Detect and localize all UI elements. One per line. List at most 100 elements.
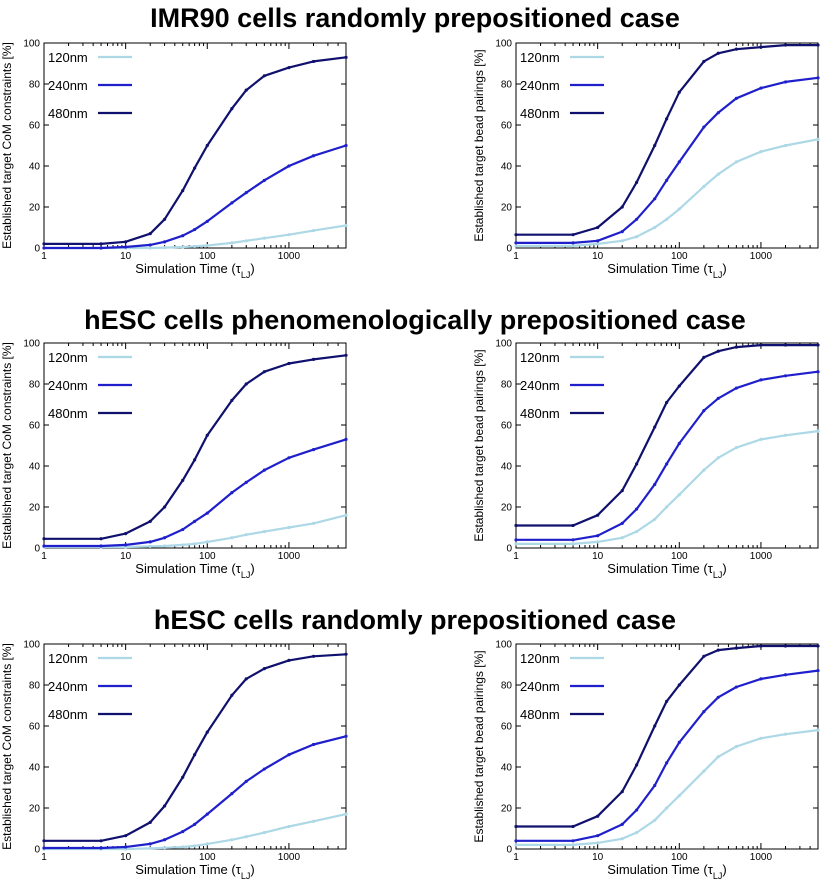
data-point-120nm [571, 542, 575, 546]
data-point-240nm [193, 822, 197, 827]
data-point-480nm [596, 225, 600, 230]
data-point-240nm [716, 695, 720, 699]
data-point-120nm [759, 437, 763, 441]
data-point-120nm [193, 542, 197, 546]
data-point-240nm [514, 538, 518, 542]
data-point-480nm [230, 693, 234, 697]
x-tick-label: 1 [513, 852, 519, 863]
data-point-240nm [42, 544, 46, 548]
data-point-240nm [205, 511, 209, 515]
data-point-240nm [193, 227, 197, 232]
data-point-480nm [702, 654, 706, 658]
section-title-3: hESC cells randomly prepositioned case [153, 605, 677, 635]
x-tick-label: 1 [513, 251, 519, 262]
data-point-480nm [262, 370, 266, 374]
legend-label-120nm: 120nm [48, 651, 88, 666]
data-point-120nm [734, 445, 738, 450]
data-point-480nm [514, 523, 518, 528]
data-point-120nm [244, 239, 248, 243]
data-point-120nm [716, 755, 720, 759]
legend-label-480nm: 480nm [520, 707, 560, 722]
y-tick-label: 20 [501, 804, 513, 815]
section-title-1: IMR90 cells randomly prepositioned case [150, 3, 680, 33]
y-tick-label: 80 [29, 380, 41, 391]
plot-frame [43, 643, 347, 850]
data-point-480nm [653, 724, 657, 728]
y-tick-label: 20 [29, 203, 41, 214]
data-point-480nm [244, 677, 248, 681]
series-line-240nm [514, 370, 820, 541]
y-tick-label: 100 [23, 39, 40, 50]
data-point-480nm [230, 398, 234, 402]
y-tick-label: 60 [501, 421, 513, 432]
data-point-240nm [193, 519, 197, 523]
data-point-480nm [665, 400, 669, 405]
x-tick-label: 1 [41, 551, 47, 562]
legend-label-480nm: 480nm [520, 106, 560, 121]
data-point-240nm [311, 448, 316, 452]
data-point-480nm [181, 775, 185, 779]
data-point-480nm [311, 654, 316, 658]
y-tick-label: 20 [29, 503, 41, 514]
y-tick-label: 80 [29, 681, 41, 692]
data-point-480nm [783, 343, 788, 347]
y-axis-title: Established target CoM constraints [%] [0, 42, 14, 249]
data-point-480nm [634, 763, 639, 767]
data-point-480nm [99, 242, 103, 246]
data-point-240nm [230, 792, 234, 796]
y-tick-label: 60 [501, 722, 513, 733]
series-line-120nm [514, 728, 820, 847]
data-point-480nm [42, 537, 46, 541]
data-point-480nm [816, 343, 820, 347]
x-tick-label: 10 [592, 852, 604, 863]
data-point-240nm [571, 538, 575, 542]
data-point-120nm [620, 536, 624, 540]
y-tick-label: 40 [29, 162, 41, 173]
data-point-240nm [653, 783, 657, 788]
plot-frame [515, 342, 819, 549]
x-tick-label: 1 [513, 551, 519, 562]
data-point-480nm [716, 349, 720, 353]
x-tick-label: 10 [120, 852, 132, 863]
data-point-480nm [634, 180, 639, 184]
data-point-240nm [677, 160, 681, 164]
data-point-120nm [816, 429, 820, 433]
data-point-240nm [702, 409, 706, 413]
data-point-120nm [262, 530, 266, 534]
data-point-240nm [99, 846, 103, 850]
legend-label-480nm: 480nm [520, 406, 560, 421]
data-point-480nm [193, 753, 197, 757]
data-point-480nm [124, 834, 128, 838]
data-point-480nm [816, 644, 820, 648]
legend-label-120nm: 120nm [48, 50, 88, 65]
data-point-120nm [181, 245, 185, 249]
legend-label-240nm: 240nm [520, 679, 560, 694]
x-axis-title: Simulation Time (τLJ) [135, 561, 254, 580]
data-point-120nm [759, 150, 763, 154]
legend-label-240nm: 240nm [48, 378, 88, 393]
y-tick-label: 20 [501, 503, 513, 514]
data-point-120nm [734, 744, 738, 749]
data-point-240nm [162, 536, 167, 540]
data-point-240nm [620, 230, 624, 234]
data-point-120nm [205, 540, 209, 544]
data-point-240nm [665, 178, 669, 182]
section-title-2: hESC cells phenomenologically prepositio… [84, 305, 746, 335]
legend-label-480nm: 480nm [48, 106, 88, 121]
plot-frame [43, 42, 347, 249]
data-point-480nm [124, 532, 128, 536]
chart-3: 0 20 40 60 80 100 1 10 100 1000 Simulation Time (τ… [0, 339, 348, 580]
y-tick-label: 40 [29, 462, 41, 473]
data-point-240nm [262, 178, 266, 182]
y-axis-title: Established target CoM constraints [%] [0, 342, 14, 549]
data-point-240nm [665, 761, 669, 765]
x-tick-label: 10 [592, 551, 604, 562]
data-point-120nm [514, 542, 518, 546]
data-point-240nm [99, 544, 103, 548]
series-line-480nm [42, 56, 348, 245]
data-point-120nm [677, 207, 681, 211]
chart-4: 0 20 40 60 80 100 1 10 100 1000 Simulation Time (τ… [472, 339, 820, 580]
data-point-120nm [162, 245, 167, 250]
y-tick-label: 0 [34, 244, 40, 255]
